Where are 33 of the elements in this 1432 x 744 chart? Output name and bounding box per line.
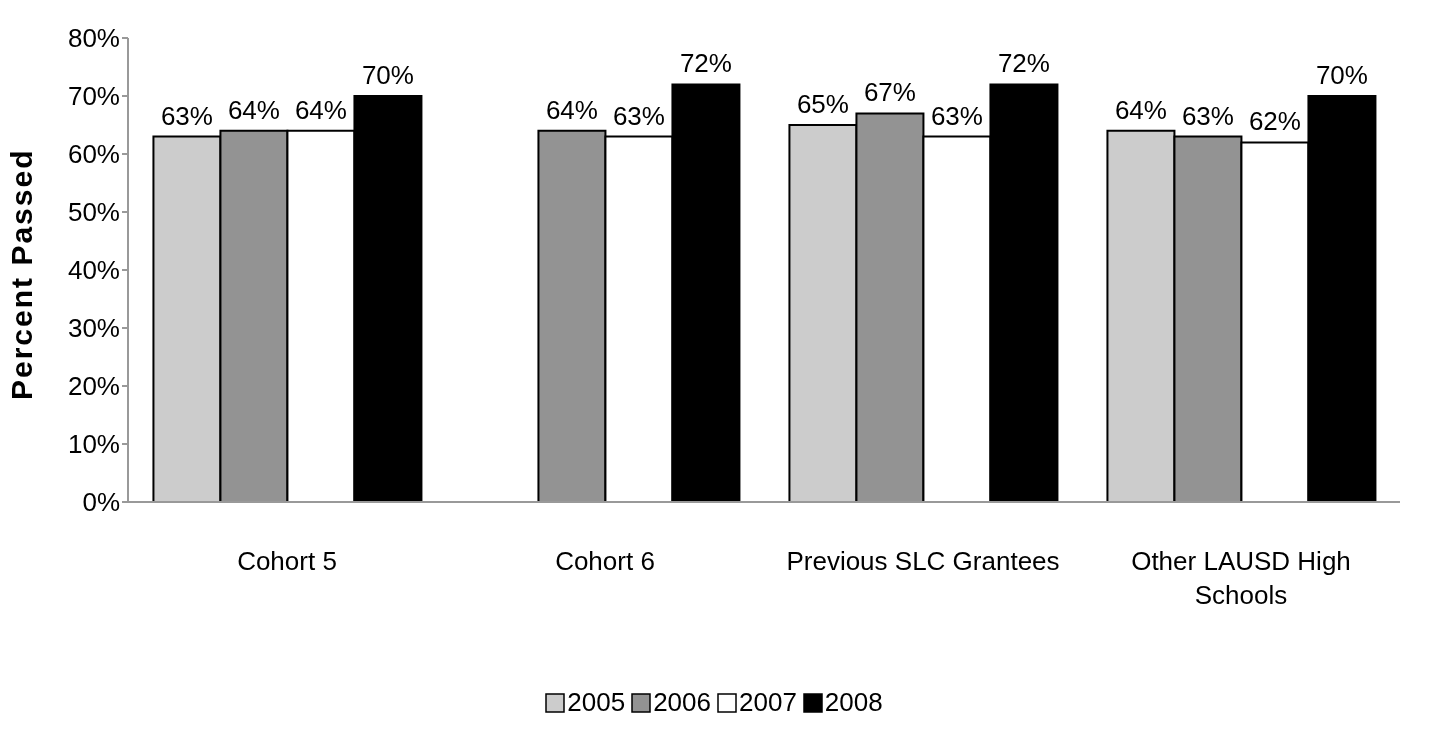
y-axis-title: Percent Passed	[4, 148, 38, 400]
legend-label: 2007	[739, 687, 797, 718]
legend-label: 2008	[824, 687, 883, 718]
data-label: 64%	[1114, 94, 1167, 125]
y-tick-label: 50%	[67, 197, 120, 228]
x-tick-label: Cohort 5	[237, 546, 337, 576]
y-tick-label: 80%	[67, 23, 120, 54]
y-tick-label: 30%	[67, 313, 120, 344]
data-label: 72%	[997, 48, 1050, 79]
y-tick-label: 60%	[67, 139, 120, 170]
y-tick-label: 10%	[67, 429, 120, 460]
x-tick-label: Previous SLC Grantees	[786, 546, 1060, 576]
data-label: 64%	[227, 94, 280, 125]
x-tick-label: Other LAUSD High Schools	[1131, 546, 1351, 610]
data-label: 63%	[1181, 100, 1234, 131]
data-label: 63%	[160, 100, 213, 131]
data-label: 67%	[863, 77, 916, 108]
y-tick-label: 20%	[67, 371, 120, 402]
data-label: 70%	[1315, 60, 1368, 90]
data-label: 64%	[294, 94, 347, 125]
legend-label: 2006	[653, 687, 711, 718]
x-tick-label: Cohort 6	[555, 546, 655, 576]
data-label: 63%	[612, 100, 665, 131]
y-tick-label: 70%	[67, 81, 120, 112]
data-label: 62%	[1248, 106, 1301, 137]
legend-label: 2005	[567, 687, 626, 718]
data-label: 63%	[930, 100, 983, 131]
data-label: 70%	[361, 60, 414, 90]
data-label: 65%	[796, 89, 849, 119]
data-label: 72%	[679, 48, 732, 79]
data-label: 64%	[545, 94, 598, 125]
y-tick-label: 40%	[67, 255, 120, 286]
y-tick-label: 0%	[82, 487, 120, 518]
